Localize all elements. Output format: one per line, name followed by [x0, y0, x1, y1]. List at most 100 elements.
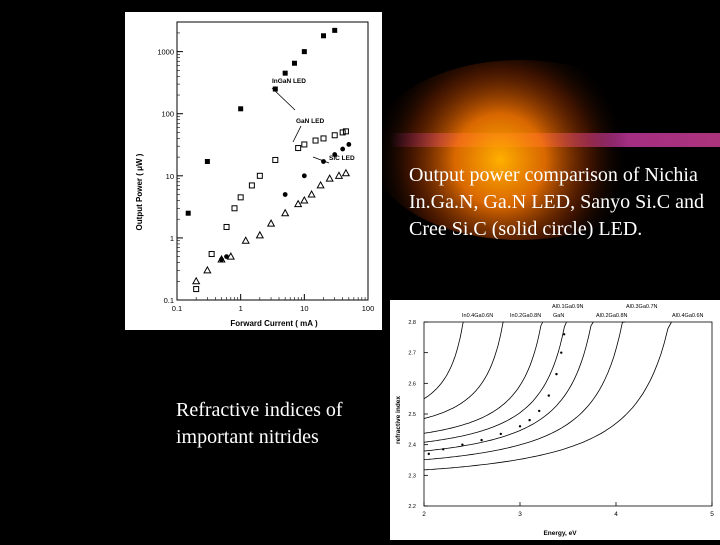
c1-point-sic	[226, 252, 235, 260]
c1-ylabel: Output Power ( μW )	[135, 153, 144, 230]
c1-arrow-sic	[312, 156, 330, 164]
c1-point-gan	[339, 129, 346, 136]
c1-point-sic	[325, 174, 334, 182]
c2-curve-3	[423, 321, 567, 443]
c2-measured-point	[538, 409, 541, 413]
output-power-plot: 0.1 1 10 100 0.1 1 10 100 1000 Output Power ( μW…	[135, 21, 375, 328]
c1-point-ingan	[282, 70, 288, 76]
c2-y-tick-label: 2.5	[408, 412, 416, 418]
c1-xlabel: Forward Current ( mA )	[230, 319, 318, 328]
c2-ylabel: refractive index	[395, 396, 402, 444]
c1-point-ingan	[272, 86, 278, 92]
c1-point-sic	[266, 219, 276, 227]
c2-curve-label: Al0.4Ga0.6N	[672, 313, 704, 319]
output-power-chart: 0.1 1 10 100 0.1 1 10 100 1000 Output Power ( μW…	[125, 12, 382, 330]
c1-point-gan	[331, 132, 338, 139]
c2-measured-point	[555, 372, 558, 376]
c1-y-tick-label: 0.1	[164, 296, 174, 305]
c1-point-sic	[192, 276, 201, 285]
c2-y-tick-label: 2.2	[408, 504, 416, 510]
c2-curve-0	[423, 321, 464, 400]
c2-curve-label: Al0.3Ga0.7N	[626, 304, 658, 310]
c1-point-sic	[316, 180, 325, 189]
c1-point-cree	[224, 254, 229, 259]
c1-annot-ingan: InGaN LED	[272, 78, 306, 85]
c2-curve-2	[423, 321, 544, 434]
c2-y-tick-label: 2.6	[408, 381, 416, 387]
c1-point-gan	[223, 223, 230, 230]
c2-curve-label: In0.4Ga0.6N	[462, 313, 493, 319]
c1-y-tick-label: 1	[170, 234, 174, 243]
c1-point-ingan	[332, 27, 338, 33]
c2-curve-label: GaN	[553, 313, 564, 319]
c1-plot-frame	[176, 21, 369, 301]
c1-point-gan	[208, 251, 215, 258]
c2-measured-point	[547, 394, 550, 397]
c1-x-tick-label: 10	[300, 304, 308, 313]
c1-point-sic	[300, 195, 309, 204]
c2-curve-label: In0.2Ga0.8N	[510, 313, 541, 319]
c1-y-tick-label: 100	[161, 110, 174, 119]
c1-arrow-ingan	[271, 87, 296, 111]
c1-y-tick-label: 10	[166, 172, 174, 181]
c1-point-cree	[219, 257, 224, 262]
c2-y-tick-label: 2.4	[408, 443, 416, 449]
c1-point-sic	[341, 168, 351, 177]
c2-y-tick-label: 2.8	[408, 320, 416, 326]
c1-point-gan	[248, 182, 255, 189]
c1-point-sic	[241, 236, 250, 244]
c1-point-gan	[231, 205, 238, 212]
c1-point-ingan	[320, 33, 326, 39]
c1-point-cree	[332, 152, 338, 157]
c1-point-gan	[301, 141, 308, 148]
c1-point-sic	[294, 199, 303, 208]
c1-point-sic	[334, 171, 344, 179]
c1-point-gan	[237, 194, 244, 201]
c2-plot-frame	[423, 321, 713, 507]
c2-measured-point	[442, 448, 445, 451]
c2-y-tick-label: 2.7	[408, 351, 416, 357]
glow-flare	[370, 60, 670, 240]
c1-point-ingan	[301, 49, 307, 55]
c1-point-gan	[256, 172, 263, 179]
c2-measured-point	[562, 333, 566, 336]
c2-measured-point	[461, 443, 464, 446]
c1-point-gan	[312, 137, 319, 144]
c2-x-tick-label: 3	[518, 511, 522, 518]
c1-arrow-gan	[292, 125, 302, 143]
c1-point-gan	[193, 286, 200, 293]
c1-point-cree	[282, 192, 288, 197]
c1-point-cree	[301, 173, 307, 179]
c1-annot-gan: GaN LED	[296, 118, 324, 125]
c2-measured-point	[528, 418, 531, 422]
c1-point-gan	[342, 128, 349, 135]
c2-curve-5	[423, 321, 626, 461]
c2-xlabel: Energy, eV	[543, 530, 577, 537]
c2-curve-label: Al0.1Ga0.9N	[552, 304, 584, 310]
c1-x-tick-label: 0.1	[172, 304, 182, 313]
c1-point-gan	[295, 145, 302, 152]
caption-output-power: Output power comparison of Nichia In.Ga.…	[409, 164, 704, 240]
c1-x-tick-label: 100	[362, 304, 375, 313]
c1-point-ingan	[185, 210, 191, 216]
c2-measured-point	[560, 351, 563, 354]
c1-point-gan	[320, 135, 327, 142]
c2-curve-1	[423, 321, 505, 419]
c2-x-tick-label: 2	[422, 511, 426, 518]
c1-point-cree	[346, 142, 352, 147]
c2-measured-point	[427, 452, 430, 456]
c1-point-sic	[281, 208, 290, 217]
c1-annot-sic: SiC LED	[329, 155, 355, 162]
c2-x-tick-label: 5	[710, 511, 714, 518]
c1-point-ingan	[238, 106, 244, 112]
c2-measured-point	[499, 432, 502, 436]
c2-measured-point	[518, 425, 522, 428]
c1-x-tick-label: 1	[239, 304, 243, 313]
c2-measured-point	[480, 438, 483, 442]
c1-point-sic	[255, 230, 264, 239]
c1-point-ingan	[291, 60, 297, 66]
caption-refractive: Refractive indices of important nitrides	[176, 399, 343, 448]
c2-curve-4	[423, 321, 594, 452]
c1-y-tick-label: 1000	[157, 48, 174, 57]
